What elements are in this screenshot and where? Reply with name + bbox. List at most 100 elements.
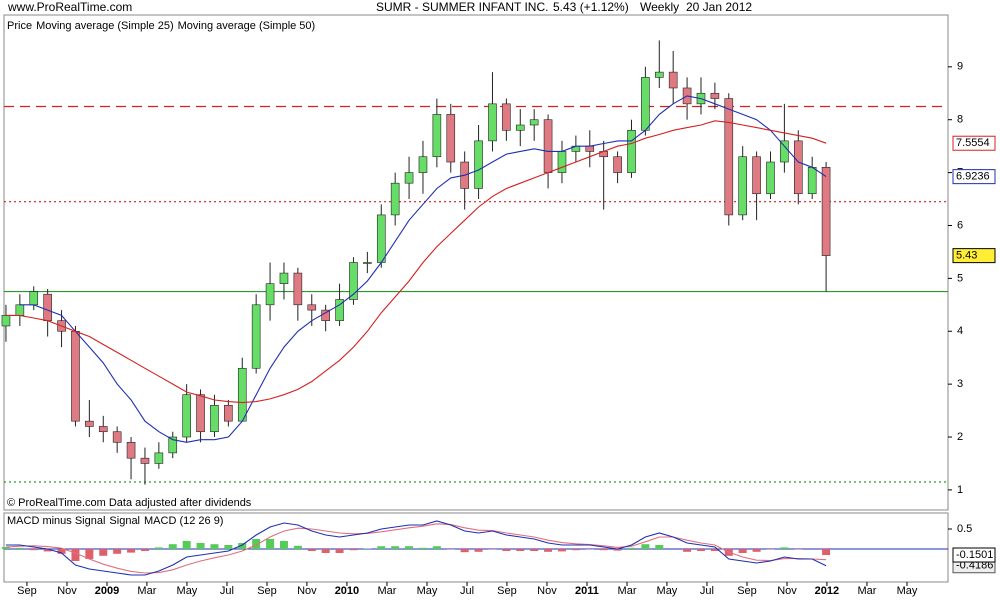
- legend-entry: Price: [7, 20, 32, 32]
- x-tick-label: May: [657, 585, 678, 597]
- legend-entry: Moving average (Simple 50): [178, 20, 316, 32]
- histogram-bar: [71, 549, 80, 561]
- series-line: [5, 520, 827, 576]
- candle-body: [418, 156, 428, 173]
- x-tick-label: Nov: [777, 585, 797, 597]
- histogram-bar: [210, 544, 219, 549]
- candle-body: [752, 156, 761, 195]
- histogram-bar: [544, 549, 553, 552]
- candle-body: [710, 92, 720, 99]
- y-tick-label: 4: [957, 325, 963, 337]
- candle-body: [390, 182, 400, 216]
- candle-body: [237, 367, 247, 422]
- candle-body: [488, 103, 497, 142]
- x-tick-label: Jul: [220, 585, 234, 597]
- histogram-bar: [196, 543, 205, 549]
- candle-body: [529, 119, 539, 126]
- x-tick-label: May: [417, 585, 438, 597]
- histogram-bar: [683, 549, 692, 552]
- histogram-bar: [140, 549, 149, 551]
- histogram-bar: [557, 549, 566, 552]
- candle-body: [793, 140, 803, 195]
- value-marker-box: [952, 169, 996, 185]
- histogram-bar: [113, 549, 122, 554]
- histogram-bar: [780, 547, 789, 549]
- histogram-bar: [1, 547, 10, 549]
- value-marker: 7.5554: [956, 137, 990, 149]
- period: Weekly: [640, 0, 679, 14]
- site: www.ProRealTime.com: [7, 0, 132, 14]
- histogram-bar: [738, 549, 747, 553]
- histogram-bar: [613, 549, 622, 551]
- value-marker: -0.1501: [956, 549, 993, 561]
- candle-body: [293, 272, 303, 306]
- value-marker: -0.4186: [956, 560, 993, 572]
- candle-body: [112, 431, 122, 443]
- candle-body: [71, 330, 80, 422]
- value-marker-box: [952, 547, 996, 563]
- histogram-bar: [238, 543, 247, 549]
- candle-body: [585, 145, 595, 152]
- candle-body: [807, 167, 817, 195]
- x-tick-label: Nov: [57, 585, 77, 597]
- histogram-bar: [307, 549, 316, 551]
- candle-body: [780, 140, 789, 163]
- footer: © ProRealTime.com Data adjusted after di…: [7, 497, 252, 509]
- macd-legend: MACD minus Signal Signal MACD (12 26 9): [7, 515, 223, 527]
- histogram-bar: [655, 545, 664, 549]
- histogram-bar: [377, 546, 386, 549]
- value-marker: 6.9236: [956, 171, 990, 183]
- histogram-bar: [641, 544, 650, 549]
- candle-body: [724, 98, 734, 216]
- candle-body: [557, 151, 567, 173]
- candle-body: [446, 114, 456, 163]
- y-tick-label: 3: [957, 378, 963, 390]
- histogram-bar: [182, 541, 191, 549]
- x-tick-label: Sep: [17, 585, 37, 597]
- candle-body: [224, 404, 233, 422]
- histogram-bar: [599, 549, 608, 551]
- histogram-bar: [154, 547, 163, 549]
- legend-entry: Moving average (Simple 25): [36, 20, 174, 32]
- candle-body: [654, 71, 664, 78]
- x-tick-label: Jul: [700, 585, 714, 597]
- y-tick-label: 2: [957, 431, 963, 443]
- candle-body: [210, 404, 219, 433]
- date: 20 Jan 2012: [686, 0, 752, 14]
- candle-body: [168, 436, 178, 454]
- candle-body: [265, 283, 275, 306]
- histogram-bar: [99, 549, 108, 556]
- x-tick-label: Nov: [297, 585, 317, 597]
- y-tick-label: 0.5: [957, 523, 972, 535]
- histogram-bar: [335, 549, 344, 553]
- histogram-bar: [252, 539, 261, 549]
- legend-entry: MACD minus Signal: [7, 515, 105, 527]
- histogram-bar: [168, 544, 177, 549]
- histogram-bar: [57, 549, 66, 554]
- candle-body: [641, 77, 650, 131]
- histogram-bar: [85, 549, 94, 559]
- candle-body: [613, 156, 622, 173]
- histogram-bar: [391, 546, 400, 549]
- histogram-bar: [405, 546, 414, 549]
- value-marker-box: [952, 135, 996, 151]
- y-tick-label: 6: [957, 219, 963, 231]
- candle-body: [154, 452, 164, 464]
- candle-body: [404, 172, 414, 184]
- histogram-bar: [530, 549, 539, 551]
- x-tick-label: Mar: [857, 585, 876, 597]
- histogram-bar: [293, 545, 302, 549]
- y-tick-label: 5: [957, 272, 963, 284]
- histogram-bar: [266, 539, 275, 549]
- histogram-bar: [571, 549, 580, 551]
- candle-body: [43, 293, 52, 321]
- candle-body: [279, 272, 289, 284]
- price-panel: [3, 14, 949, 511]
- candle-body: [432, 114, 442, 158]
- series-line: [5, 120, 827, 404]
- price-legend: Price Moving average (Simple 25) Moving av…: [7, 20, 315, 32]
- value-marker-box: [952, 248, 996, 264]
- candle-body: [140, 457, 150, 464]
- candle-body: [1, 315, 11, 327]
